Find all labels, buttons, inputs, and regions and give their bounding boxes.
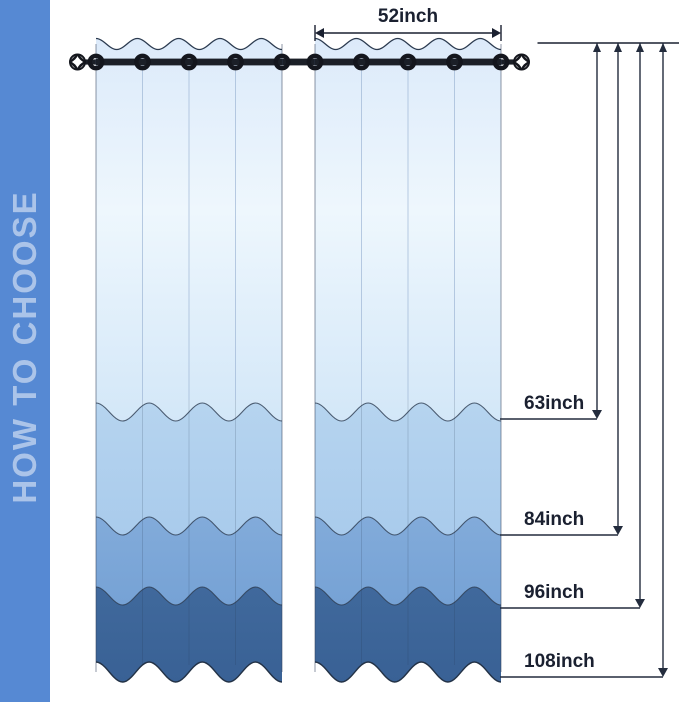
svg-text:52inch: 52inch — [378, 6, 438, 27]
svg-text:108inch: 108inch — [524, 651, 595, 672]
svg-text:63inch: 63inch — [524, 393, 584, 414]
svg-text:96inch: 96inch — [524, 582, 584, 603]
svg-text:84inch: 84inch — [524, 509, 584, 530]
